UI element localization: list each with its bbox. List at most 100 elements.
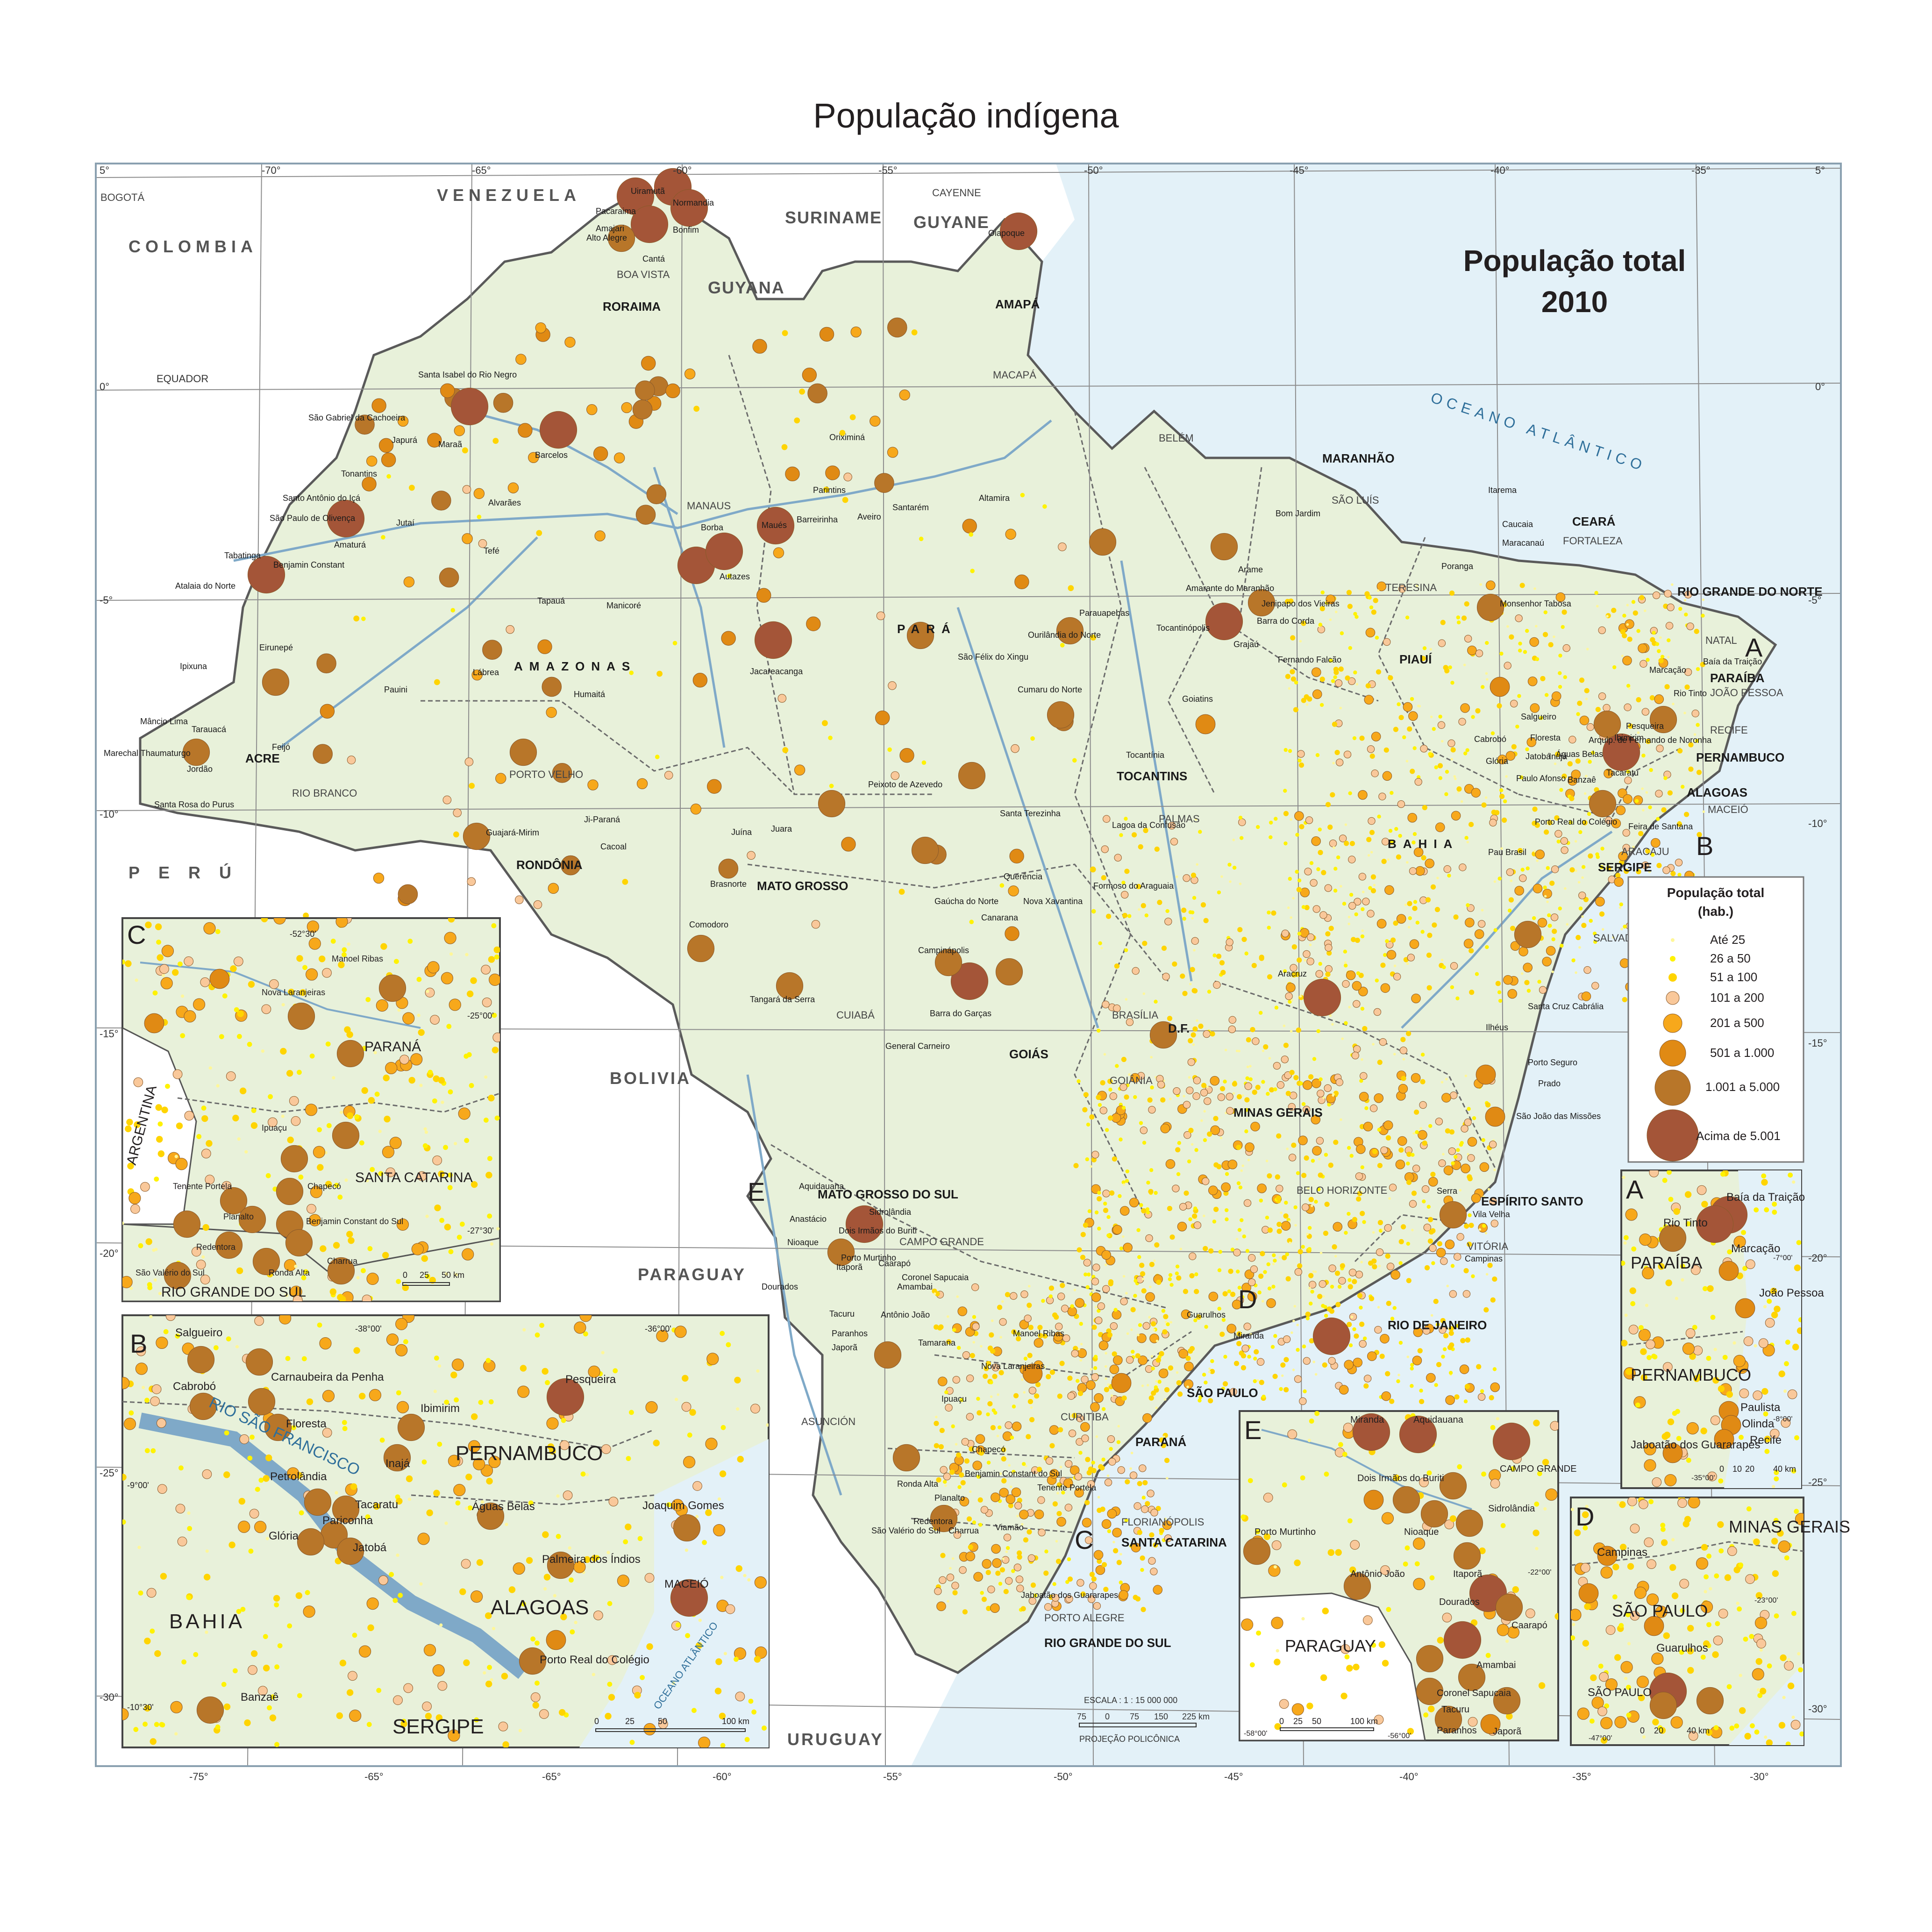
population-dot xyxy=(1105,1352,1107,1355)
city-label: Maués xyxy=(762,520,787,530)
population-dot xyxy=(254,1521,267,1533)
population-dot xyxy=(233,956,243,967)
population-dot xyxy=(1551,937,1555,941)
population-dot xyxy=(1583,792,1587,795)
population-dot xyxy=(1142,1480,1148,1486)
population-dot xyxy=(1349,892,1354,897)
population-dot xyxy=(1126,1332,1129,1335)
population-dot xyxy=(1733,1566,1740,1574)
population-dot xyxy=(1685,1328,1696,1338)
population-dot xyxy=(138,1243,143,1248)
population-dot xyxy=(1105,1128,1109,1132)
population-dot xyxy=(1005,1546,1010,1550)
population-dot xyxy=(1537,1471,1542,1476)
population-dot xyxy=(480,1500,485,1504)
population-dot xyxy=(1710,1314,1716,1320)
population-dot xyxy=(129,1286,133,1290)
legend-symbol xyxy=(1654,1069,1691,1106)
population-dot xyxy=(1350,1315,1354,1319)
population-dot xyxy=(546,1417,559,1430)
city-label: Juína xyxy=(731,827,752,837)
city-label: Jenipapo dos Vieiras xyxy=(1262,599,1340,608)
population-dot xyxy=(1331,679,1335,683)
city-label: Tenente Portela xyxy=(1037,1483,1097,1492)
population-dot xyxy=(1413,847,1424,857)
inset-city: SÃO PAULO xyxy=(1588,1686,1652,1699)
population-dot xyxy=(474,1717,479,1723)
population-dot xyxy=(247,556,285,594)
population-dot xyxy=(441,1100,444,1104)
population-dot xyxy=(461,1559,471,1569)
population-dot xyxy=(960,1398,964,1402)
city-label: Comodoro xyxy=(689,920,728,929)
population-dot xyxy=(1238,815,1243,820)
population-dot xyxy=(1029,1417,1035,1423)
population-dot xyxy=(1283,841,1288,846)
population-dot xyxy=(488,1094,495,1102)
population-dot xyxy=(1103,1587,1109,1592)
population-dot xyxy=(1439,1201,1467,1229)
population-dot xyxy=(1469,948,1474,954)
population-dot xyxy=(1108,1279,1114,1285)
country-label: VENEZUELA xyxy=(437,185,581,205)
population-dot xyxy=(1614,877,1624,887)
population-dot xyxy=(1082,1518,1092,1528)
population-dot xyxy=(135,1362,148,1375)
population-dot xyxy=(1360,1165,1364,1169)
population-dot xyxy=(306,1398,314,1405)
population-dot xyxy=(1467,1154,1475,1162)
population-dot xyxy=(608,1694,615,1701)
population-dot xyxy=(1100,947,1103,949)
population-dot xyxy=(1398,585,1406,593)
population-dot xyxy=(1263,1270,1267,1274)
population-dot xyxy=(336,1712,343,1719)
population-dot xyxy=(799,388,805,395)
population-dot xyxy=(1120,1298,1128,1305)
city-label: Caucaia xyxy=(1502,520,1533,529)
population-dot xyxy=(1318,850,1323,855)
population-dot xyxy=(1155,1505,1161,1511)
population-dot xyxy=(1767,1298,1772,1304)
population-dot xyxy=(911,329,918,335)
population-dot xyxy=(1439,1326,1447,1334)
population-dot xyxy=(1207,1131,1212,1137)
city-label: Santa Rosa do Purus xyxy=(154,800,234,809)
population-dot xyxy=(1545,1488,1558,1501)
state-label: SERGIPE xyxy=(1598,860,1652,874)
population-dot xyxy=(756,506,795,545)
population-dot xyxy=(1683,812,1690,817)
population-dot xyxy=(471,1413,478,1420)
population-dot xyxy=(174,1155,178,1158)
population-dot xyxy=(1436,877,1439,879)
population-dot xyxy=(1677,1498,1687,1508)
population-dot xyxy=(1289,1069,1295,1075)
city-label: Goiatins xyxy=(1182,694,1213,704)
population-dot xyxy=(695,1642,703,1649)
population-dot xyxy=(1585,698,1588,700)
population-dot xyxy=(397,415,409,427)
population-dot xyxy=(1271,910,1276,916)
population-dot xyxy=(1112,1156,1118,1162)
population-dot xyxy=(439,1218,445,1223)
population-dot xyxy=(1381,1512,1394,1525)
population-dot xyxy=(1309,861,1314,865)
population-dot xyxy=(968,1544,973,1550)
capital-label: CAMPO GRANDE xyxy=(899,1236,984,1248)
population-dot xyxy=(1518,649,1522,653)
population-dot xyxy=(1718,1261,1739,1281)
population-dot xyxy=(959,1472,964,1478)
population-dot xyxy=(425,1712,432,1720)
population-dot xyxy=(417,1171,427,1181)
population-dot xyxy=(1208,1398,1213,1404)
population-dot xyxy=(999,1472,1002,1475)
lat-label: -15° xyxy=(100,1028,119,1040)
population-dot xyxy=(747,851,756,860)
population-dot xyxy=(1402,1058,1405,1061)
population-dot xyxy=(150,1738,157,1745)
population-dot xyxy=(1428,1124,1433,1128)
population-dot xyxy=(972,1315,977,1319)
population-dot xyxy=(1013,1393,1019,1398)
population-dot xyxy=(1026,1434,1031,1440)
population-dot xyxy=(1720,1171,1725,1177)
population-dot xyxy=(727,573,732,578)
